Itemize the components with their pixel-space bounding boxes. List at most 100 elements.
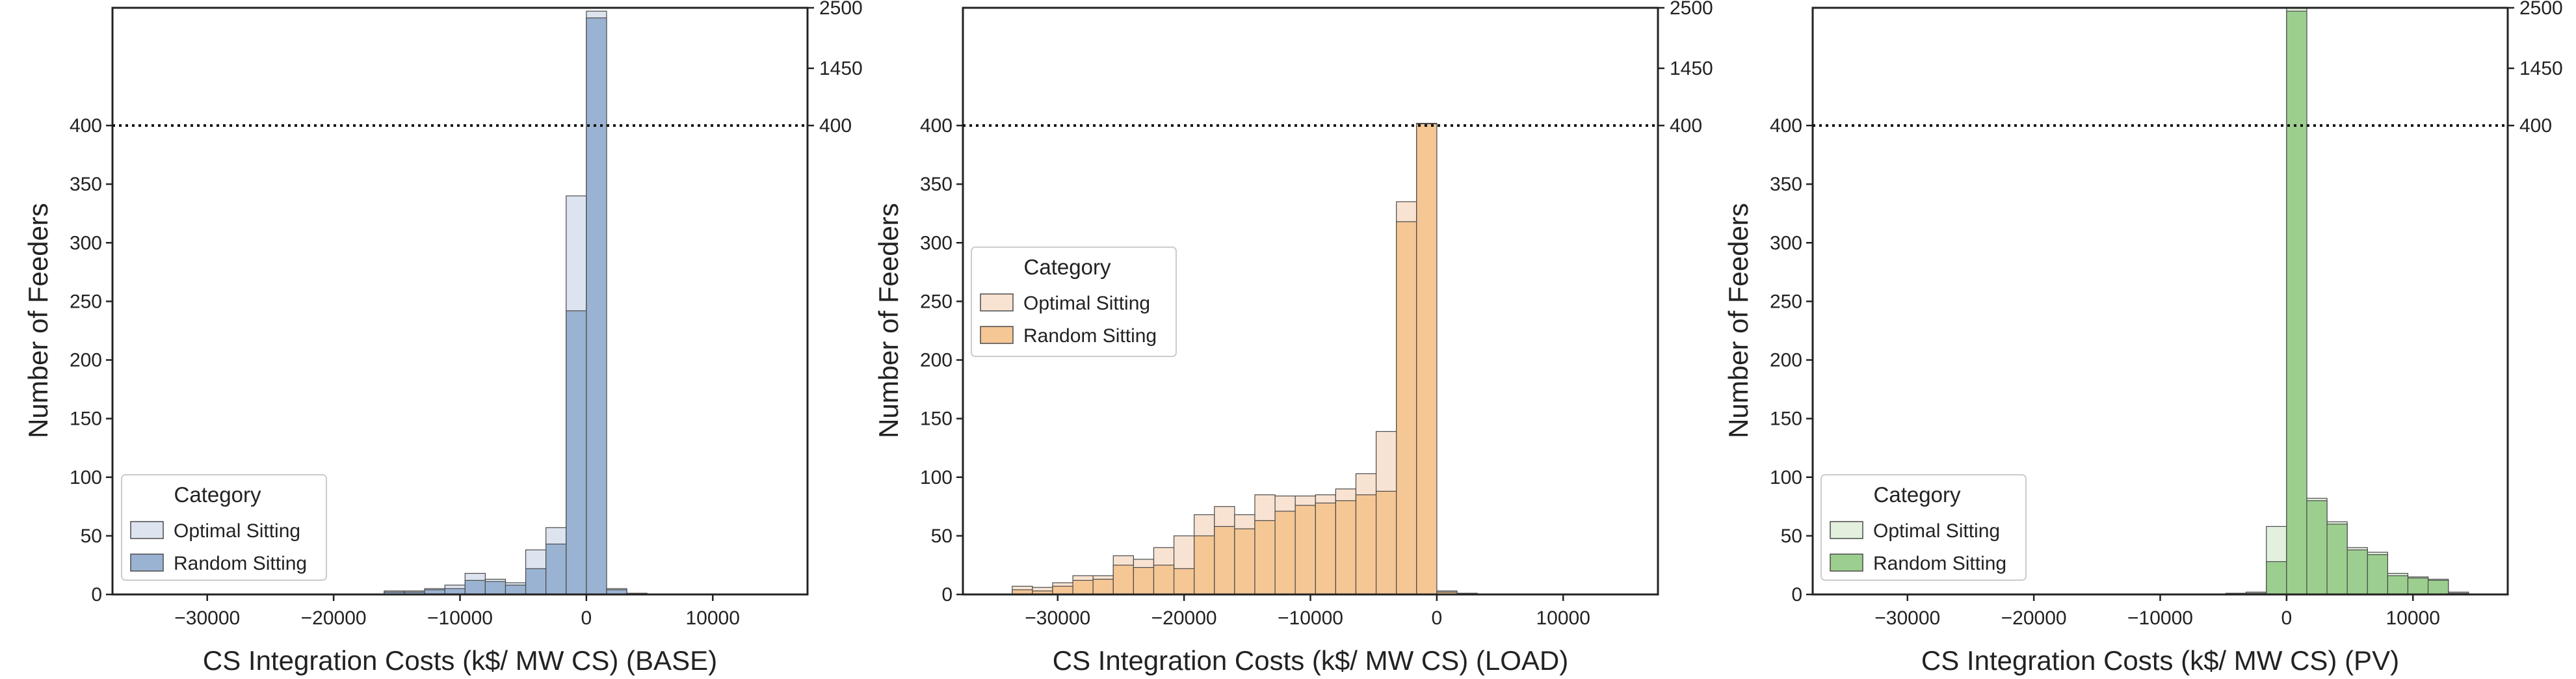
- y-tick-label: 50: [81, 526, 102, 547]
- y-tick-label: 250: [920, 291, 953, 312]
- y-tick-label: 250: [1770, 291, 1802, 312]
- x-tick-label: −20000: [1151, 607, 1217, 629]
- random-bar: [2286, 10, 2307, 595]
- x-tick-label: −20000: [301, 607, 367, 629]
- random-bar: [586, 17, 607, 595]
- random-bar: [1214, 526, 1235, 595]
- random-bar: [505, 584, 527, 595]
- random-bar: [1375, 490, 1397, 595]
- y-tick-label: 250: [70, 291, 102, 312]
- legend-label-optimal: Optimal Sitting: [1873, 520, 2000, 542]
- legend: Category Optimal Sitting Random Sitting: [121, 474, 327, 581]
- x-tick-label: 10000: [1536, 607, 1590, 629]
- random-bar: [1254, 520, 1276, 595]
- random-bar: [1416, 123, 1438, 595]
- y-right-tick-label: 1450: [2519, 58, 2563, 79]
- x-axis-label: CS Integration Costs (k$/ MW CS) (PV): [1921, 645, 2399, 676]
- random-bar: [2326, 524, 2348, 595]
- y-tick-label: 150: [1770, 408, 1802, 430]
- random-bar: [1173, 568, 1195, 595]
- random-bar: [2346, 549, 2368, 595]
- y-tick-label: 300: [920, 232, 953, 254]
- legend-label-optimal: Optimal Sitting: [1023, 293, 1150, 314]
- y-tick-label: 150: [70, 408, 102, 430]
- y-tick-label: 50: [931, 526, 953, 547]
- legend-swatch-optimal: [1830, 521, 1863, 539]
- random-bar: [1274, 511, 1296, 595]
- random-bar: [545, 543, 567, 595]
- x-tick-label: −10000: [427, 607, 493, 629]
- random-bar: [1194, 535, 1215, 595]
- y-tick-label: 200: [70, 350, 102, 371]
- x-tick-label: −10000: [2127, 607, 2193, 629]
- legend-swatch-random: [130, 553, 164, 572]
- legend: Category Optimal Sitting Random Sitting: [1820, 474, 2027, 581]
- legend: Category Optimal Sitting Random Sitting: [971, 246, 1177, 357]
- y-tick-label: 300: [70, 232, 102, 254]
- legend-box: [121, 474, 327, 581]
- random-bar: [1396, 221, 1417, 595]
- x-tick-label: 10000: [686, 607, 740, 629]
- y-right-tick-label: 400: [2519, 115, 2552, 137]
- random-bar: [1133, 566, 1155, 595]
- random-bar: [1355, 494, 1377, 595]
- legend-swatch-random: [980, 326, 1014, 344]
- random-bar: [2306, 500, 2328, 595]
- y-tick-label: 0: [1791, 584, 1802, 606]
- y-axis-label: Number of Feeders: [1723, 203, 1754, 438]
- y-tick-label: 400: [1770, 115, 1802, 137]
- x-tick-label: −20000: [2001, 607, 2067, 629]
- y-right-tick-label: 2500: [1670, 0, 1713, 19]
- legend-label-optimal: Optimal Sitting: [174, 520, 300, 542]
- y-tick-label: 400: [920, 115, 953, 137]
- y-right-tick-label: 1450: [819, 58, 863, 79]
- y-right-tick-label: 2500: [819, 0, 863, 19]
- random-bar: [2387, 575, 2409, 595]
- random-bar: [1153, 565, 1175, 595]
- random-bar: [1072, 579, 1094, 595]
- legend-swatch-random: [1830, 553, 1863, 572]
- x-axis-label: CS Integration Costs (k$/ MW CS) (BASE): [203, 645, 717, 676]
- x-axis-label: CS Integration Costs (k$/ MW CS) (LOAD): [1053, 645, 1569, 676]
- random-bar: [1295, 505, 1316, 595]
- y-tick-label: 100: [1770, 467, 1802, 488]
- y-tick-label: 0: [91, 584, 102, 606]
- y-tick-label: 150: [920, 408, 953, 430]
- random-bar: [1112, 565, 1134, 595]
- y-tick-label: 200: [1770, 350, 1802, 371]
- x-tick-label: −10000: [1278, 607, 1343, 629]
- random-bar: [484, 581, 506, 595]
- y-right-tick-label: 400: [819, 115, 852, 137]
- y-tick-label: 350: [1770, 174, 1802, 195]
- y-tick-label: 50: [1781, 526, 1802, 547]
- y-right-tick-label: 400: [1670, 115, 1702, 137]
- legend-box: [971, 246, 1177, 357]
- random-bar: [2427, 579, 2449, 595]
- random-bar: [525, 568, 547, 595]
- legend-swatch-optimal: [130, 521, 164, 539]
- legend-label-random: Random Sitting: [1023, 325, 1157, 347]
- legend-label-random: Random Sitting: [1873, 553, 2006, 574]
- x-tick-label: 10000: [2386, 607, 2440, 629]
- x-tick-label: 0: [581, 607, 592, 629]
- random-bar: [1092, 578, 1114, 595]
- chart-panel-3: 0 50 100 150 200 250 300 350 400 400 1450 2500 −3000…: [1723, 0, 2563, 676]
- x-tick-label: 0: [1432, 607, 1443, 629]
- legend-title: Category: [1874, 483, 1961, 507]
- x-tick-label: −30000: [1874, 607, 1940, 629]
- chart-panel-2: 0 50 100 150 200 250 300 350 400 400 1450 2500 −3000…: [873, 0, 1713, 676]
- y-tick-label: 100: [920, 467, 953, 488]
- random-bar: [1052, 585, 1073, 595]
- y-tick-label: 300: [1770, 232, 1802, 254]
- random-bar: [2407, 578, 2429, 595]
- random-bar: [2266, 561, 2287, 595]
- y-tick-label: 350: [920, 174, 953, 195]
- legend-title: Category: [174, 483, 261, 507]
- random-bar: [2367, 554, 2388, 595]
- y-right-tick-label: 1450: [1670, 58, 1713, 79]
- y-tick-label: 0: [941, 584, 953, 606]
- y-tick-label: 400: [70, 115, 102, 137]
- random-bar: [1315, 502, 1336, 595]
